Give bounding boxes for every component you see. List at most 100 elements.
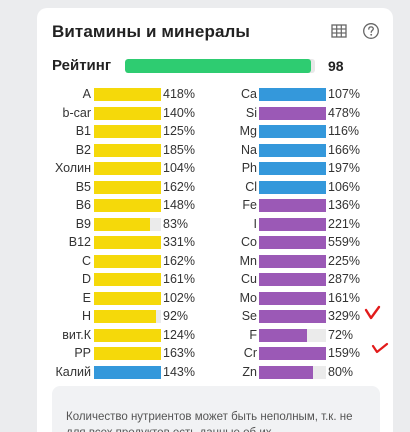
- nutrient-row: b-car 140%: [37, 105, 207, 124]
- nutrient-value: 221%: [328, 216, 360, 231]
- nutrient-row: Холин 104%: [37, 160, 207, 179]
- nutrient-label: B6: [75, 198, 91, 212]
- nutrient-bar: [94, 328, 161, 342]
- nutrient-value: 478%: [328, 105, 360, 120]
- nutrient-bar-fill: [259, 328, 308, 342]
- nutrient-bar-fill: [94, 125, 161, 138]
- nutrient-value: 225%: [328, 253, 360, 268]
- checkmark-se-annotation: [364, 305, 381, 320]
- nutrient-bar: [259, 347, 326, 360]
- nutrient-bar-fill: [259, 291, 326, 305]
- nutrient-bar: [259, 162, 326, 175]
- nutrient-value: 162%: [163, 253, 195, 268]
- nutrient-value: 287%: [328, 272, 360, 286]
- nutrient-bar-fill: [259, 273, 326, 286]
- nutrient-bar-fill: [259, 347, 326, 360]
- nutrient-label: Mg: [239, 124, 257, 138]
- nutrient-value: 148%: [163, 198, 195, 212]
- checkmark-cr-annotation: [371, 342, 389, 354]
- vitamins-column: A 418% b-car 140% B1 125% B2 185% Холин 104% B5 162…: [37, 86, 207, 382]
- nutrient-label: Mn: [239, 253, 257, 268]
- nutrient-label: Mo: [239, 290, 257, 305]
- nutrient-label: Холин: [54, 161, 91, 175]
- nutrient-bar: [94, 273, 161, 286]
- nutrient-bar-fill: [94, 88, 161, 101]
- nutrient-label: B2: [75, 142, 91, 157]
- nutrient-value: 107%: [328, 87, 360, 101]
- nutrient-bar: [94, 125, 161, 138]
- nutrient-value: 102%: [163, 290, 195, 305]
- nutrient-bar-fill: [94, 347, 161, 360]
- nutrient-bar-fill: [259, 143, 326, 157]
- nutrient-label: Zn: [242, 364, 257, 379]
- nutrient-value: 125%: [163, 124, 195, 138]
- card-title: Витамины и минералы: [52, 22, 251, 41]
- nutrient-label: C: [81, 253, 91, 268]
- nutrient-value: 116%: [328, 124, 360, 138]
- nutrient-value: 83%: [163, 216, 189, 231]
- nutrient-bar-fill: [259, 310, 326, 323]
- nutrient-value: 106%: [328, 179, 360, 194]
- nutrient-row: Ca 107%: [207, 86, 377, 105]
- nutrient-row: B12 331%: [37, 234, 207, 253]
- nutrient-row: вит.К 124%: [37, 327, 207, 346]
- nutrient-row: Mn 225%: [207, 253, 377, 272]
- nutrient-value: 185%: [163, 142, 195, 157]
- nutrient-bar: [94, 199, 161, 212]
- nutrient-bar: [259, 273, 326, 286]
- nutrient-bar: [259, 180, 326, 194]
- info-note-text: Количество нутриентов может быть неполны…: [66, 411, 353, 432]
- nutrient-bar: [94, 217, 161, 231]
- nutrient-bar: [259, 217, 326, 231]
- nutrient-value: 159%: [328, 346, 360, 360]
- nutrient-value: 104%: [163, 161, 195, 175]
- nutrient-bar-fill: [94, 217, 150, 231]
- nutrient-bar-fill: [94, 291, 161, 305]
- nutrient-bar-fill: [94, 273, 161, 286]
- nutrient-value: 418%: [163, 87, 195, 101]
- nutrient-row: A 418%: [37, 86, 207, 105]
- nutrient-value: 136%: [328, 198, 360, 212]
- nutrient-label: Fe: [242, 198, 257, 212]
- rating-label: Рейтинг: [52, 57, 112, 74]
- nutrient-label: Ph: [241, 161, 257, 175]
- nutrient-value: 163%: [163, 346, 195, 360]
- nutrient-value: 140%: [163, 105, 195, 120]
- nutrient-label: Si: [245, 105, 257, 120]
- nutrient-row: Mg 116%: [207, 123, 377, 142]
- nutrient-value: 162%: [163, 179, 195, 194]
- nutrient-bar: [94, 254, 161, 268]
- nutrient-label: Se: [241, 309, 257, 323]
- table-grid-icon[interactable]: [330, 22, 348, 40]
- nutrient-bar: [259, 106, 326, 120]
- nutrient-bar-fill: [94, 236, 161, 249]
- nutrient-value: 92%: [163, 309, 189, 323]
- nutrient-value: 124%: [163, 327, 195, 342]
- nutrient-label: H: [81, 309, 91, 323]
- nutrient-row: Co 559%: [207, 234, 377, 253]
- nutrient-bar: [94, 162, 161, 175]
- nutrient-bar-fill: [259, 125, 326, 138]
- nutrient-bar: [259, 236, 326, 249]
- nutrient-bar-fill: [259, 217, 326, 231]
- nutrient-bar-fill: [94, 310, 156, 323]
- nutrients-card: Витамины и минералы Рейтинг 98 A 418% b-ca…: [37, 8, 393, 432]
- nutrient-label: PP: [74, 346, 91, 360]
- nutrient-label: E: [82, 290, 91, 305]
- nutrient-label: Cl: [245, 179, 257, 194]
- nutrient-bar-fill: [259, 199, 326, 212]
- nutrient-bar-fill: [94, 180, 161, 194]
- nutrient-row: H 92%: [37, 308, 207, 327]
- nutrient-bar-fill: [94, 162, 161, 175]
- nutrient-value: 161%: [328, 290, 360, 305]
- nutrient-value: 166%: [328, 142, 360, 157]
- nutrient-label: B1: [75, 124, 91, 138]
- nutrient-bar-fill: [94, 254, 161, 268]
- question-circle-icon[interactable]: [362, 22, 380, 40]
- nutrient-bar: [259, 291, 326, 305]
- nutrient-bar-fill: [94, 328, 161, 342]
- nutrient-label: Na: [241, 142, 257, 157]
- nutrient-value: 161%: [163, 272, 195, 286]
- nutrient-row: Калий 143%: [37, 364, 207, 383]
- nutrient-bar: [259, 328, 326, 342]
